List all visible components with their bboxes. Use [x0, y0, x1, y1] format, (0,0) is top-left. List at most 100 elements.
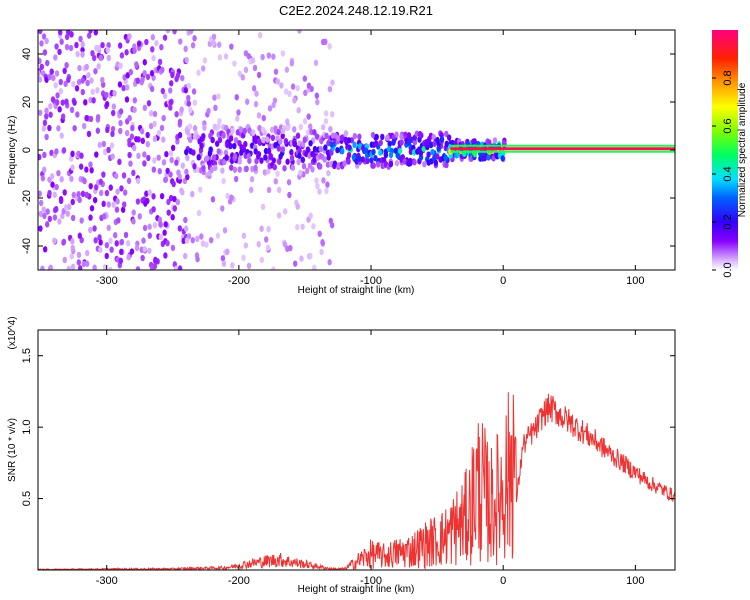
heatmap-cell	[54, 99, 60, 106]
heatmap-cell	[53, 54, 58, 61]
heatmap-cell	[225, 248, 230, 255]
heatmap-cell	[141, 237, 146, 244]
heatmap-cell	[204, 155, 210, 162]
heatmap-cell	[425, 138, 431, 146]
heatmap-cell	[233, 175, 239, 183]
heatmap-cell	[64, 98, 69, 105]
x-tick-label: -100	[360, 275, 382, 287]
heatmap-cell	[196, 154, 201, 161]
colorbar-tick-label: 0.6	[722, 118, 734, 133]
heatmap-cell	[184, 148, 189, 156]
heatmap-cell	[118, 62, 123, 69]
heatmap-cell	[282, 241, 288, 248]
heatmap-cell	[184, 168, 189, 175]
heatmap-cell	[244, 165, 249, 173]
heatmap-cell	[157, 58, 163, 66]
heatmap-cell	[283, 208, 288, 215]
heatmap-cell	[486, 154, 491, 161]
heatmap-cell	[80, 51, 85, 58]
heatmap-cell	[142, 160, 147, 167]
colorbar-tick-label: 0.8	[722, 70, 734, 85]
heatmap-cell	[272, 164, 278, 171]
heatmap-cell	[125, 84, 130, 91]
heatmap-cell	[234, 94, 239, 101]
heatmap-cell	[436, 145, 441, 152]
snr-y-multiplier: (x10^4)	[7, 316, 18, 349]
heatmap-cell	[139, 128, 145, 135]
heatmap-cell	[213, 164, 218, 172]
heatmap-cell	[40, 265, 45, 270]
colorbar-tick-label: 0.2	[722, 214, 734, 229]
heatmap-cell	[88, 161, 93, 168]
heatmap-cell	[98, 246, 103, 253]
heatmap-cell	[259, 157, 264, 164]
heatmap-cell	[273, 68, 279, 75]
heatmap-cell	[482, 154, 488, 162]
heatmap-cell	[187, 123, 193, 130]
heatmap-cell	[175, 198, 181, 206]
heatmap-cell	[275, 170, 280, 177]
heatmap-cell	[124, 129, 130, 137]
heatmap-cell	[102, 148, 108, 156]
x-tick-label: -300	[96, 575, 118, 587]
heatmap-cell	[435, 153, 440, 160]
heatmap-cell	[206, 107, 211, 115]
heatmap-cell	[100, 76, 105, 84]
heatmap-cell	[271, 101, 276, 109]
heatmap-cell	[327, 85, 333, 93]
heatmap-cell	[96, 63, 101, 70]
heatmap-cell	[54, 148, 59, 155]
heatmap-cell	[98, 189, 104, 197]
heatmap-cell	[214, 140, 220, 147]
heatmap-cell	[201, 65, 206, 72]
y-tick-label: 0	[21, 147, 33, 153]
heatmap-cell	[190, 190, 195, 198]
heatmap-cell	[140, 76, 145, 83]
heatmap-cell	[199, 233, 204, 240]
heatmap-cell	[148, 110, 154, 117]
heatmap-cell	[168, 104, 173, 111]
heatmap-cell	[492, 137, 498, 144]
heatmap-cell	[192, 99, 198, 106]
heatmap-cell	[305, 129, 311, 136]
heatmap-cell	[113, 172, 119, 180]
heatmap-cell	[443, 154, 448, 161]
heatmap-cell	[112, 90, 117, 97]
heatmap-cell	[38, 76, 43, 83]
heatmap-cell	[100, 41, 105, 49]
y-tick-label: 40	[21, 48, 33, 60]
heatmap-cell	[388, 151, 394, 159]
heatmap-cell	[140, 137, 146, 145]
heatmap-cell	[59, 38, 64, 45]
heatmap-cell	[212, 123, 218, 130]
heatmap-cell	[152, 157, 157, 164]
heatmap-cell	[69, 106, 75, 114]
heatmap-cell	[114, 206, 120, 213]
heatmap-cell	[70, 198, 75, 206]
heatmap-cell	[101, 140, 107, 148]
heatmap-cell	[80, 41, 85, 48]
heatmap-cell	[75, 50, 80, 58]
heatmap-cell	[318, 145, 323, 153]
figure-title: C2E2.2024.248.12.19.R21	[279, 3, 433, 18]
spectrogram-frame	[37, 29, 676, 271]
heatmap-cell	[183, 225, 189, 232]
heatmap-cell	[57, 106, 62, 113]
heatmap-cell	[60, 99, 65, 106]
heatmap-cell	[267, 105, 273, 112]
heatmap-cell	[283, 138, 289, 145]
heatmap-cell	[148, 122, 154, 130]
heatmap-cell	[54, 183, 59, 191]
heatmap-cell	[229, 194, 234, 201]
heatmap-cell	[280, 146, 286, 153]
heatmap-cell	[163, 252, 168, 259]
heatmap-cell	[209, 166, 214, 174]
heatmap-cell	[433, 159, 439, 166]
heatmap-cell	[444, 140, 449, 148]
heatmap-cell	[163, 176, 169, 183]
heatmap-cell	[74, 41, 79, 49]
heatmap-cell	[117, 81, 123, 88]
heatmap-cell	[249, 186, 254, 194]
heatmap-cell	[163, 221, 168, 228]
heatmap-cell	[85, 249, 90, 257]
